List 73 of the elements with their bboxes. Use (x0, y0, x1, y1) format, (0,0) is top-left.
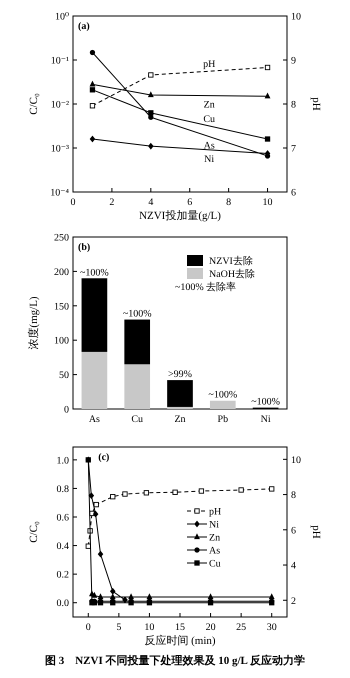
x-tick-label: Ni (260, 414, 271, 425)
x-tick-label: 0 (86, 622, 91, 633)
y-tick-label: 0 (64, 404, 69, 416)
x-tick-label: 4 (148, 197, 154, 208)
legend-label: Ni (209, 520, 220, 530)
y2-tick-label: 10 (291, 12, 301, 22)
series-label: Zn (204, 100, 215, 111)
annotation: ~100% (251, 396, 280, 408)
x-tick-label: 10 (262, 197, 273, 208)
x-tick-label: 8 (226, 197, 232, 208)
annotation: ~100% (208, 390, 238, 401)
y-tick-label: 100 (54, 336, 69, 347)
x-tick-label: 2 (109, 197, 114, 208)
y-tick-label: 10⁻⁴ (50, 188, 70, 198)
y-axis-title: C/C₀ (28, 521, 40, 543)
x-tick-label: As (88, 414, 100, 425)
caption: 图 3 NZVI 不同投量下处理效果及 10 g/L 反应动力学 (44, 654, 306, 667)
x-tick-label: Pb (218, 414, 228, 425)
legend-label: Zn (209, 532, 220, 544)
series-label: pH (203, 59, 216, 70)
series-label: Cu (203, 114, 216, 125)
y2-tick-label: 6 (291, 525, 296, 536)
y-tick-label: 1.0 (56, 455, 69, 466)
y2-tick-label: 6 (291, 188, 296, 198)
y2-tick-label: 7 (291, 144, 296, 154)
y-tick-label: 0.0 (56, 598, 69, 610)
legend-label: pH (209, 506, 222, 518)
legend-label: NZVI去除 (209, 255, 253, 267)
y-tick-label: 10⁻¹ (50, 56, 69, 66)
y-tick-label: 10⁻³ (50, 144, 69, 154)
y2-axis-title: pH (310, 525, 322, 539)
x-tick-label: 30 (266, 622, 277, 633)
y-tick-label: 10⁻² (50, 100, 69, 110)
series-label: As (204, 140, 215, 152)
y2-tick-label: 8 (291, 100, 296, 110)
y-tick-label: 150 (54, 301, 69, 312)
x-tick-label: 15 (175, 622, 185, 633)
y-tick-label: 0.2 (56, 570, 69, 581)
x-axis-title: NZVI投加量(g/L) (139, 209, 222, 222)
y-tick-label: 0.6 (56, 512, 69, 524)
y-tick-label: 10⁰ (54, 12, 69, 22)
annotation: (a) (78, 21, 90, 32)
y-tick-label: 50 (59, 370, 69, 382)
y2-tick-label: 8 (291, 490, 296, 502)
y-tick-label: 0.4 (56, 541, 69, 552)
y2-axis-title: pH (310, 97, 322, 111)
annotation: ~100% (80, 267, 109, 278)
x-tick-label: 25 (236, 622, 246, 633)
x-tick-label: Cu (131, 414, 144, 425)
x-tick-label: 6 (187, 197, 192, 208)
y2-tick-label: 4 (291, 560, 296, 572)
x-tick-label: 10 (144, 622, 154, 633)
annotation: (b) (78, 242, 90, 253)
x-tick-label: 20 (206, 622, 216, 633)
y2-tick-label: 2 (291, 596, 296, 607)
annotation: >99% (168, 369, 192, 380)
annotation: ~100% (122, 308, 152, 320)
series-label: Ni (204, 154, 214, 165)
legend-label: NaOH去除 (209, 268, 256, 280)
legend-label: Cu (209, 558, 221, 570)
legend-label: As (209, 546, 220, 556)
x-tick-label: Zn (174, 414, 186, 425)
y-axis-title: C/C₀ (28, 93, 40, 115)
y2-tick-label: 9 (291, 56, 296, 66)
x-tick-label: 5 (116, 622, 122, 633)
x-axis-title: 反应时间 (min) (144, 634, 216, 647)
y-axis-title: 浓度(mg/L) (27, 296, 40, 350)
annotation: (c) (98, 452, 110, 463)
y-tick-label: 200 (54, 266, 69, 278)
y-tick-label: 0.8 (56, 484, 69, 495)
y-tick-label: 250 (54, 232, 69, 244)
y2-tick-label: 10 (291, 454, 301, 466)
annotation: ~100% 去除率 (175, 281, 236, 293)
